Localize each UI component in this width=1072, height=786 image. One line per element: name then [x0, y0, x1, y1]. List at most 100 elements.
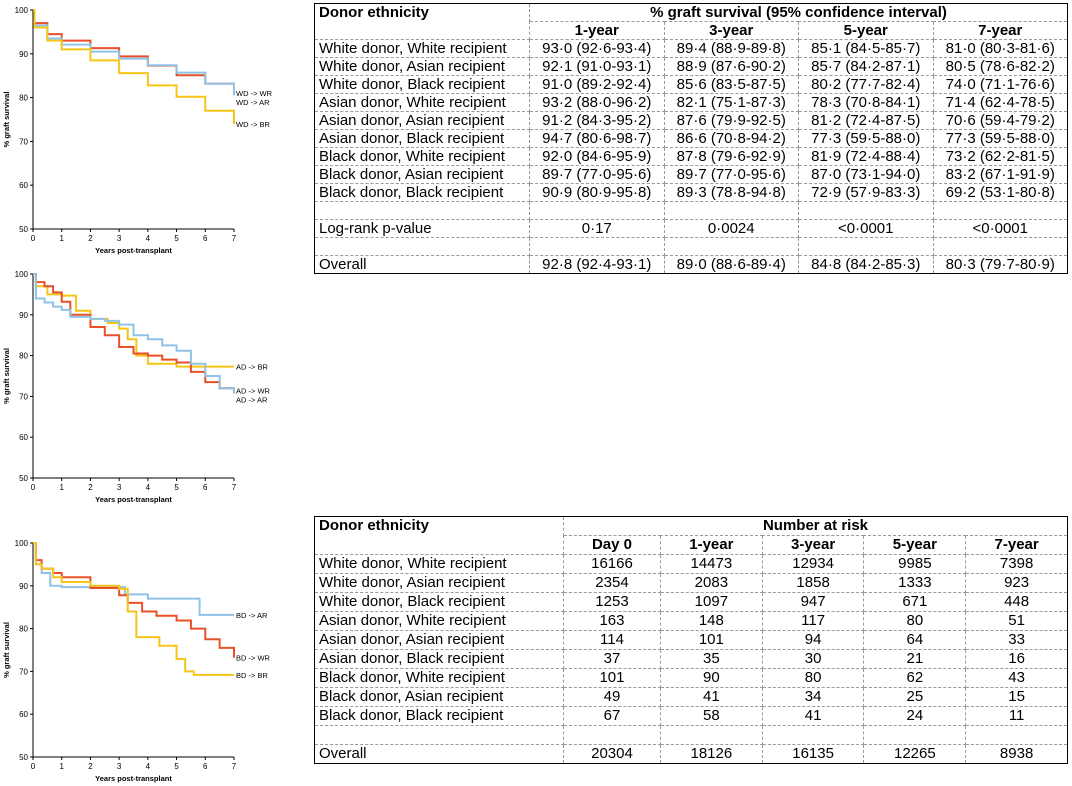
table-cell: 24 — [863, 706, 967, 726]
table-cell: 89·7 (77·0-95·6) — [663, 165, 799, 184]
row-label: White donor, Black recipient — [314, 592, 564, 612]
table-cell: 85·6 (83·5-87·5) — [663, 75, 799, 94]
table-cell: 80·3 (79·7-80·9) — [932, 255, 1068, 274]
risk-col-header: 5-year — [863, 535, 967, 555]
x-tick-label: 1 — [59, 483, 64, 492]
row-label: Black donor, Black recipient — [314, 706, 564, 726]
table-cell: <0·0001 — [932, 219, 1068, 238]
table-row: Black donor, Asian recipient 89·7 (77·0-9… — [314, 165, 1068, 184]
table-cell: 81·0 (80·3-81·6) — [932, 39, 1068, 58]
table-row: Asian donor, Asian recipient 114 101 94 64 33 — [314, 630, 1068, 650]
row-label: Asian donor, White recipient — [314, 611, 564, 631]
empty-cell — [798, 237, 934, 256]
x-axis-label: Years post-transplant — [95, 774, 172, 783]
table-cell: 21 — [863, 649, 967, 669]
y-axis-label: % graft survival — [2, 622, 11, 678]
row-label: Black donor, White recipient — [314, 147, 530, 166]
km-plot-asian-donor-svg: 50 60 70 80 90 100 0 1 2 3 4 5 6 7 Years post-transpla… — [2, 270, 271, 504]
row-label: Black donor, White recipient — [314, 668, 564, 688]
table-cell: 89·7 (77·0-95·6) — [529, 165, 665, 184]
y-tick-label: 100 — [15, 270, 29, 279]
table-cell: 87·0 (73·1-94·0) — [798, 165, 934, 184]
table-cell: 37 — [563, 649, 661, 669]
table-cell: 77·3 (59·5-88·0) — [932, 129, 1068, 148]
risk-col-header: 7-year — [965, 535, 1068, 555]
table-cell: 82·1 (75·1-87·3) — [663, 93, 799, 112]
y-tick-label: 90 — [19, 582, 28, 591]
y-tick-label: 50 — [19, 474, 28, 483]
survival-header-label: Donor ethnicity — [314, 3, 530, 40]
table-cell: 35 — [659, 649, 763, 669]
number-at-risk-table: Donor ethnicity Number at risk Day 0 1-y… — [314, 516, 1068, 764]
x-tick-label: 7 — [232, 234, 237, 243]
x-tick-label: 3 — [117, 483, 122, 492]
series-label: BD -> WR — [236, 654, 271, 663]
table-cell: 81·9 (72·4-88·4) — [798, 147, 934, 166]
row-label: White donor, Asian recipient — [314, 573, 564, 593]
table-cell: 14473 — [659, 554, 763, 574]
table-cell: 80·2 (77·7-82·4) — [798, 75, 934, 94]
y-tick-label: 50 — [19, 753, 28, 762]
empty-cell — [663, 201, 799, 220]
series-line-1 — [33, 273, 235, 391]
row-label: Overall — [314, 744, 564, 764]
empty-cell — [663, 237, 799, 256]
empty-cell — [314, 237, 530, 256]
table-cell: 74·0 (71·1-76·6) — [932, 75, 1068, 94]
table-row: Asian donor, Black recipient 37 35 30 21 16 — [314, 649, 1068, 669]
table-cell: 86·6 (70·8-94·2) — [663, 129, 799, 148]
x-tick-label: 0 — [31, 234, 36, 243]
table-cell: 11 — [965, 706, 1068, 726]
table-row: Black donor, White recipient 101 90 80 62 43 — [314, 668, 1068, 688]
table-cell: 80·5 (78·6-82·2) — [932, 57, 1068, 76]
table-cell: 101 — [659, 630, 763, 650]
empty-cell — [932, 237, 1068, 256]
table-cell: 72·9 (57·9-83·3) — [798, 183, 934, 202]
table-cell: 923 — [965, 573, 1068, 593]
table-row: White donor, White recipient 93·0 (92·6-9… — [314, 39, 1068, 58]
survival-table-body: White donor, White recipient 93·0 (92·6-9… — [314, 39, 1068, 274]
survival-col-header: 3-year — [663, 21, 799, 40]
series-label: WD -> WR — [236, 89, 273, 98]
table-cell: 12265 — [863, 744, 967, 764]
x-tick-label: 0 — [31, 762, 36, 771]
table-cell: 18126 — [659, 744, 763, 764]
spacer-row — [314, 237, 1068, 256]
table-row: Black donor, Asian recipient 49 41 34 25 15 — [314, 687, 1068, 707]
y-tick-label: 100 — [15, 539, 29, 548]
y-tick-label: 80 — [19, 352, 28, 361]
table-cell: 20304 — [563, 744, 661, 764]
spacer-row — [314, 201, 1068, 220]
table-cell: 16 — [965, 649, 1068, 669]
table-cell: 67 — [563, 706, 661, 726]
row-label: Asian donor, Asian recipient — [314, 111, 530, 130]
y-tick-label: 80 — [19, 625, 28, 634]
table-cell: 70·6 (59·4-79·2) — [932, 111, 1068, 130]
table-row: Asian donor, Asian recipient 91·2 (84·3-9… — [314, 111, 1068, 130]
table-cell: 91·0 (89·2-92·4) — [529, 75, 665, 94]
row-label: Asian donor, White recipient — [314, 93, 530, 112]
table-cell: 947 — [761, 592, 865, 612]
x-tick-label: 6 — [203, 483, 208, 492]
table-cell: 671 — [863, 592, 967, 612]
series-line-1 — [33, 9, 235, 96]
y-tick-label: 100 — [15, 6, 29, 15]
x-axis-label: Years post-transplant — [95, 495, 172, 504]
km-plot-asian-donor: 50 60 70 80 90 100 0 1 2 3 4 5 6 7 Years post-transpla… — [0, 266, 300, 506]
empty-cell — [798, 201, 934, 220]
series-label: WD -> AR — [236, 98, 270, 107]
table-cell: 1858 — [761, 573, 865, 593]
table-row: Asian donor, White recipient 93·2 (88·0-9… — [314, 93, 1068, 112]
y-tick-label: 60 — [19, 181, 28, 190]
y-tick-label: 70 — [19, 392, 28, 401]
table-cell: 0·17 — [529, 219, 665, 238]
table-cell: 84·8 (84·2-85·3) — [798, 255, 934, 274]
empty-cell — [563, 725, 661, 745]
series-label: AD -> WR — [236, 387, 271, 396]
table-row: Asian donor, Black recipient 94·7 (80·6-9… — [314, 129, 1068, 148]
empty-cell — [863, 725, 967, 745]
table-cell: 64 — [863, 630, 967, 650]
table-cell: 41 — [659, 687, 763, 707]
x-tick-label: 1 — [59, 762, 64, 771]
series-line-1 — [33, 542, 235, 658]
